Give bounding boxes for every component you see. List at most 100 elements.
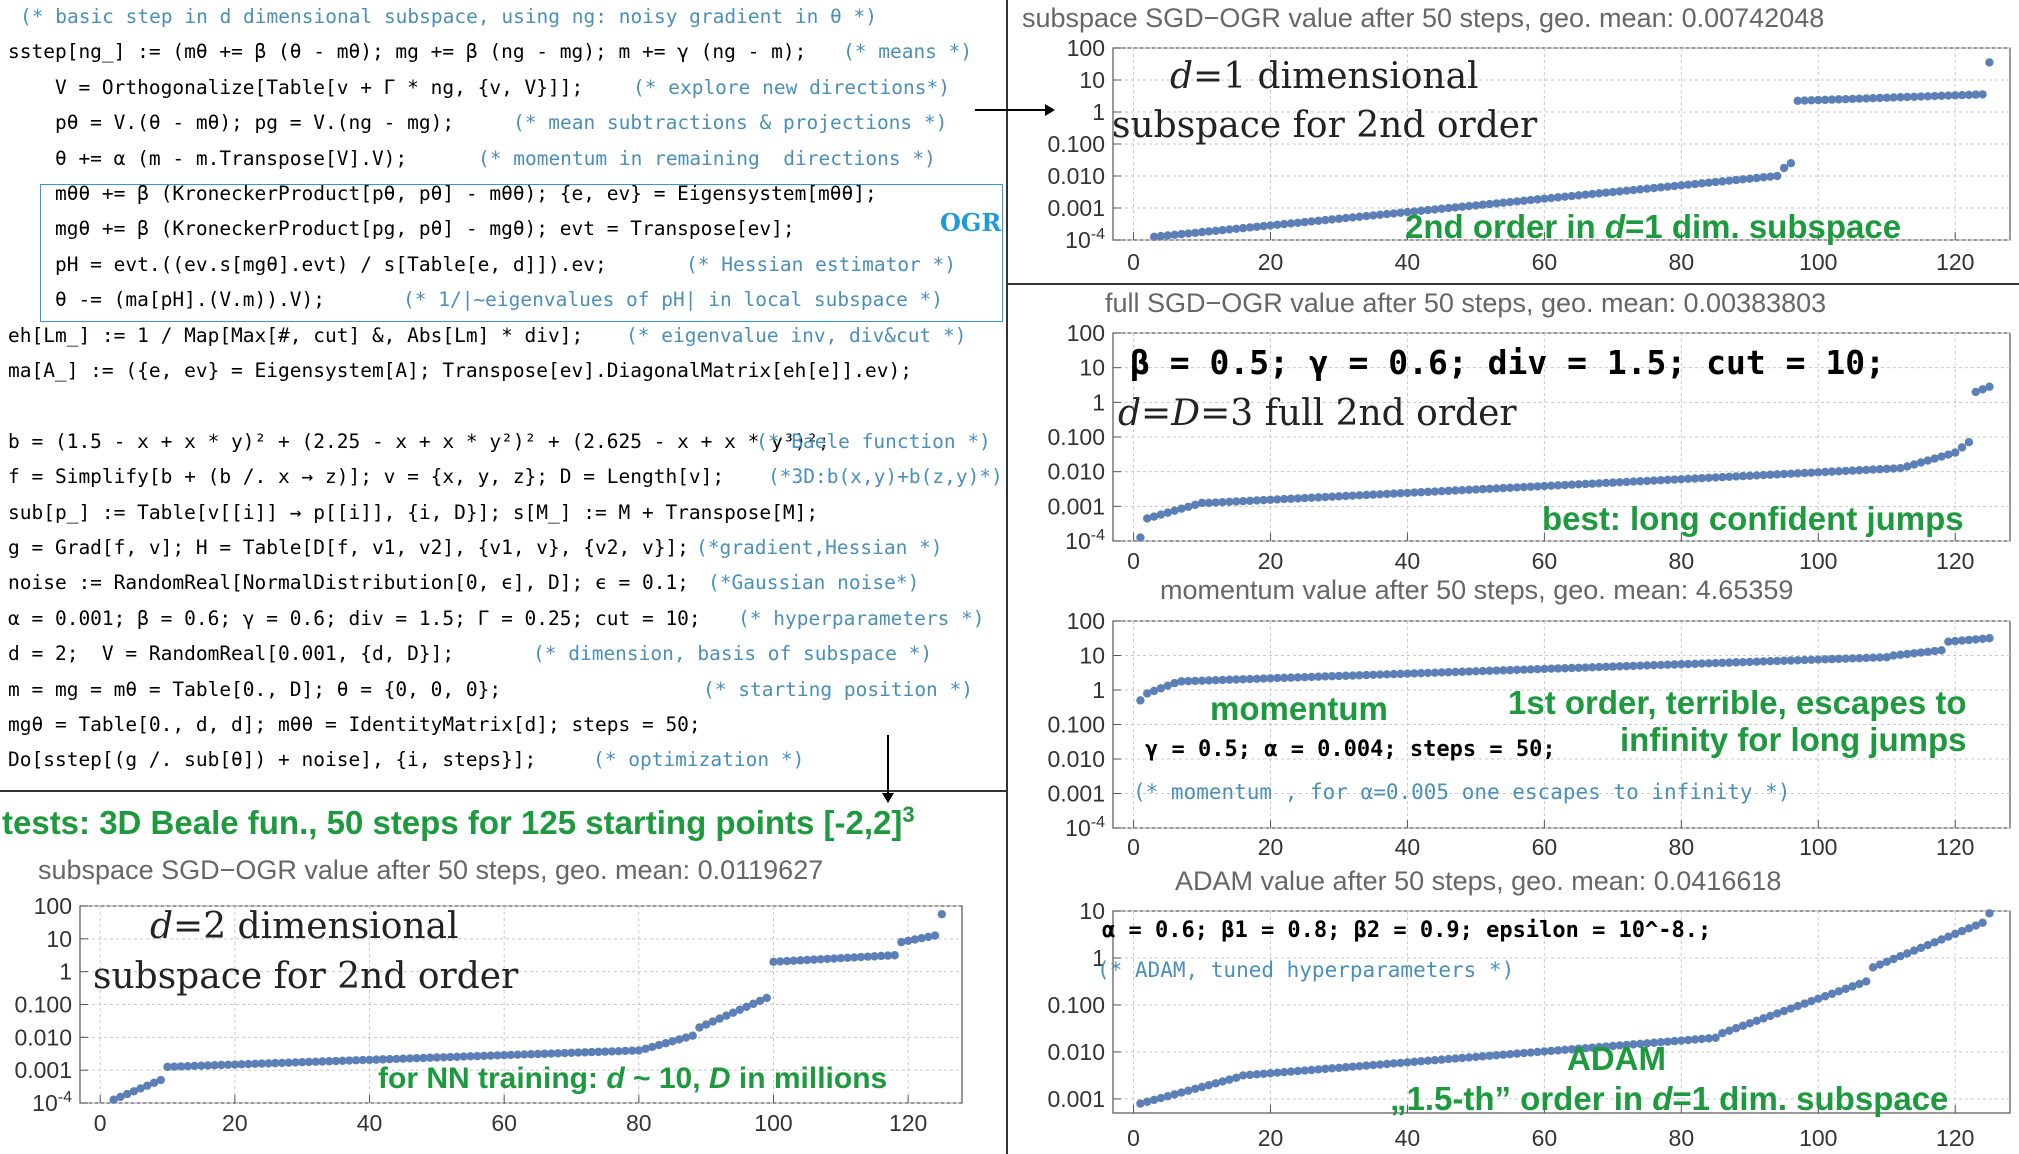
data-point — [1923, 92, 1933, 101]
code-line: mgθ += β (KroneckerProduct[pg, pθ] - mgθ… — [8, 217, 795, 241]
data-point — [594, 1047, 603, 1057]
data-point — [419, 1053, 428, 1063]
data-point — [1375, 210, 1385, 219]
data-point — [1375, 1060, 1385, 1069]
data-point — [1896, 93, 1905, 102]
code-text: Do[sstep[(g /. sub[θ]) + noise], {i, ste… — [8, 748, 537, 772]
data-point — [1827, 989, 1837, 998]
data-point — [1985, 58, 1994, 67]
data-point — [297, 1057, 307, 1067]
code-comment: (* eigenvalue inv, div&cut *) — [626, 323, 967, 347]
data-point — [1759, 173, 1768, 182]
p5-serif-rest: =2 dimensional — [173, 906, 459, 947]
x-tick-label: 40 — [1395, 249, 1421, 275]
data-point — [385, 1054, 394, 1064]
data-point — [1540, 1047, 1549, 1056]
data-point — [668, 1037, 677, 1046]
data-point — [1177, 504, 1186, 513]
code-comment: (* Hessian estimator *) — [686, 252, 957, 276]
data-point — [1355, 491, 1364, 500]
data-point — [1903, 462, 1912, 471]
data-point — [1841, 94, 1850, 104]
code-comment: (* Baele function *) — [756, 429, 991, 453]
data-point — [1197, 227, 1207, 237]
p5-serif-line2: subspace for 2nd order — [93, 956, 519, 997]
data-point — [1814, 95, 1823, 105]
data-point — [1738, 471, 1748, 481]
y-tick-label: 10-4 — [32, 1089, 72, 1116]
data-point — [1245, 674, 1255, 684]
data-point — [425, 1053, 435, 1062]
chart-p1: 100 10 1 0.100 0.010 0.001 10-4 0 20 40 60 80 100 120 — [1008, 35, 2019, 285]
code-text: V = Orthogonalize[Table[v + Γ * ng, {v, … — [8, 75, 584, 99]
code-line: θ += α (m - m.Transpose[V].V); (* momentu… — [8, 147, 936, 171]
data-point — [1512, 483, 1522, 492]
x-tick-label: 20 — [1258, 249, 1284, 275]
data-point — [1553, 481, 1563, 490]
ogr-highlight-box — [40, 184, 1003, 322]
data-point — [742, 1002, 751, 1011]
y-tick-label: 100 — [1067, 608, 1105, 634]
y-tick-label: 10-4 — [1065, 226, 1105, 253]
y-tick-label: 0.001 — [1047, 1086, 1105, 1112]
data-point — [661, 1038, 670, 1048]
data-point — [1841, 466, 1850, 476]
y-tick-label: 0.100 — [1047, 131, 1105, 157]
code-line: sstep[ng_] := (mθ += β (θ - mθ); mg += β… — [8, 40, 972, 64]
data-point — [1629, 185, 1638, 195]
data-point — [143, 1081, 152, 1090]
data-point — [735, 1005, 745, 1014]
y-tick-label: 0.100 — [1047, 424, 1105, 450]
data-point — [1519, 1048, 1529, 1058]
data-point — [850, 953, 859, 962]
data-point — [823, 954, 832, 964]
data-point — [1622, 661, 1631, 671]
data-point — [1882, 464, 1891, 474]
data-point — [1827, 654, 1837, 664]
ogr-label: OGR — [940, 208, 1002, 237]
data-point — [1855, 466, 1864, 475]
data-point — [479, 1051, 489, 1061]
data-point — [1238, 1071, 1248, 1080]
data-point — [1759, 470, 1768, 480]
data-point — [1396, 1058, 1405, 1068]
y-tick-label: 0.100 — [14, 992, 72, 1018]
data-point — [1766, 1011, 1775, 1021]
y-tick-label-exp: -4 — [58, 1089, 72, 1106]
data-point — [1252, 674, 1261, 683]
data-point — [1259, 1069, 1268, 1078]
y-tick-label: 1 — [1092, 677, 1105, 703]
data-point — [1588, 189, 1597, 199]
chart-svg: 100 10 1 0.100 0.010 0.001 10-4 0 20 40 60 80 100 120 — [1047, 608, 2011, 860]
data-point — [1629, 1040, 1638, 1049]
data-point — [1382, 209, 1392, 219]
data-point — [1314, 1065, 1323, 1074]
data-point — [1458, 1053, 1467, 1063]
data-point — [499, 1050, 509, 1060]
data-point — [1875, 960, 1885, 969]
data-point — [1273, 1068, 1282, 1077]
y-tick-label: 1 — [1092, 945, 1105, 971]
data-point — [1286, 494, 1296, 503]
data-point — [1396, 489, 1405, 498]
y-tick-label: 0.010 — [1047, 1039, 1105, 1065]
y-tick-label: 10 — [1079, 898, 1105, 924]
data-point — [1663, 182, 1672, 191]
data-point — [1711, 473, 1720, 482]
data-point — [1444, 203, 1453, 213]
data-point — [749, 999, 758, 1009]
data-point — [1615, 1041, 1624, 1050]
data-point — [829, 954, 839, 963]
data-point — [600, 1047, 610, 1056]
data-point — [1642, 184, 1652, 193]
data-point — [1704, 178, 1713, 187]
data-point — [1348, 671, 1357, 680]
data-point — [1978, 90, 1987, 99]
p5-green-a: for NN training: — [378, 1062, 607, 1095]
plot-frame — [1112, 910, 2011, 1114]
data-point — [654, 1040, 664, 1050]
data-point — [755, 996, 765, 1006]
data-point — [1478, 666, 1487, 676]
data-point — [1368, 490, 1378, 499]
p1-green-c: =1 dim. subspace — [1625, 208, 1902, 245]
